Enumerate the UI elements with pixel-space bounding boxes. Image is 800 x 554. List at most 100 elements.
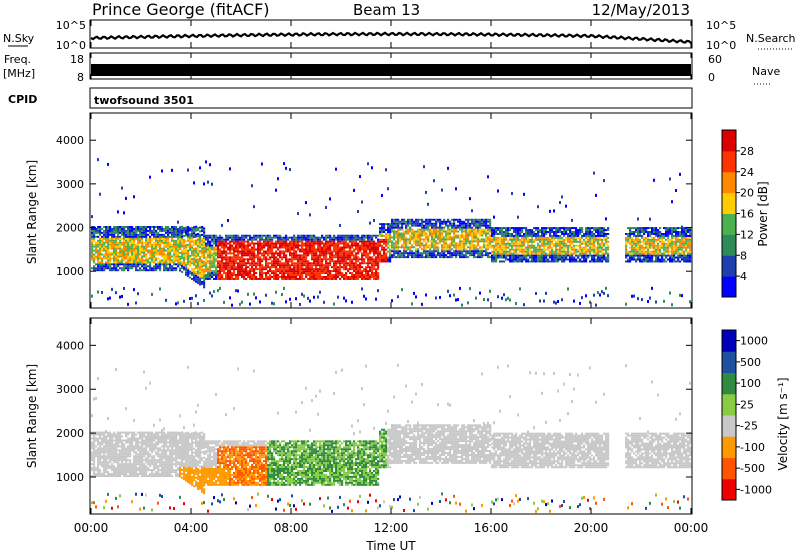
power-cell [585,231,588,233]
power-cell [271,264,274,267]
power-cell [485,240,488,243]
power-cell [219,275,222,278]
power-cell [141,235,144,238]
power-cell [157,261,160,264]
power-cell [475,252,478,255]
power-cell [465,230,468,233]
power-cell [283,266,286,269]
power-cell [171,267,174,270]
power-cell [223,252,226,255]
power-cell [465,244,468,247]
power-cell [575,258,578,261]
power-cell [297,256,300,259]
power-cell [121,226,124,228]
power-cell [159,239,162,242]
power-cell [311,270,314,273]
power-cell [231,234,234,237]
power-cell [317,244,320,247]
power-cell [327,275,330,278]
power-cell [627,236,630,239]
power-cell [451,218,454,221]
power-cell [197,278,200,281]
power-cell [435,234,438,237]
power-cell [191,250,194,253]
power-cell [575,236,578,239]
power-cell [293,272,296,275]
power-cell [543,250,546,253]
power-cell [175,235,178,238]
power-cell [113,249,116,252]
power-cell [179,236,182,239]
power-cell [237,238,240,241]
power-cell [233,260,236,263]
power-cell [139,247,142,250]
power-cell [603,231,606,233]
power-cell [165,265,168,268]
power-cell [463,250,466,253]
power-cell [187,263,190,266]
power-cell [133,235,136,238]
power-cell [509,242,512,245]
power-low-cell [299,302,301,306]
power-cell [373,252,376,255]
power-cell [565,242,568,245]
power-cell [331,240,334,243]
power-cell [327,277,330,280]
power-cell [317,262,320,265]
power-cell [191,238,194,241]
power-cell [273,246,276,249]
power-cell [253,260,256,263]
power-cell [151,251,154,254]
power-cell [585,227,588,230]
power-cell [261,258,264,261]
power-cell [601,244,604,247]
power-cell [191,260,194,263]
power-low-cell [101,290,103,294]
power-cell [129,257,132,260]
power-cell [125,245,128,248]
power-low-cell [585,294,587,298]
power-cell [387,227,390,230]
power-cell [301,238,304,241]
power-cell [393,218,396,221]
power-cell [277,238,280,241]
power-cell [555,229,558,232]
power-cell [129,226,132,228]
power-cell [389,248,392,251]
power-low-cell [247,292,249,296]
power-cell [165,227,168,230]
power-cell [303,234,306,237]
power-cell [157,237,160,240]
power-cell [325,266,328,269]
power-cell [267,234,270,237]
power-cell [225,274,228,276]
power-cell [123,265,126,268]
power-cell [477,248,480,251]
power-cell [105,237,108,240]
power-cell [251,275,254,278]
power-cell [471,248,474,251]
power-cell [525,227,528,230]
power-cell [437,242,440,245]
power-cell [625,236,628,239]
power-cell [199,265,202,268]
power-cell [549,256,552,259]
power-cell [239,270,242,273]
power-cell [137,243,140,246]
power-cell [257,262,260,265]
power-cell [93,237,96,240]
power-cell [461,248,464,251]
power-cell [113,233,116,236]
power-cell [207,242,210,245]
power-cell [139,263,142,266]
power-cell [127,257,130,260]
power-cell [583,258,586,261]
power-cell [153,229,156,232]
power-cell [565,232,568,235]
power-cell [313,248,316,251]
power-cell [155,249,158,252]
power-cell [259,256,262,259]
power-scatter-cell [229,167,231,171]
power-cell [517,232,520,235]
power-cell [335,238,338,241]
